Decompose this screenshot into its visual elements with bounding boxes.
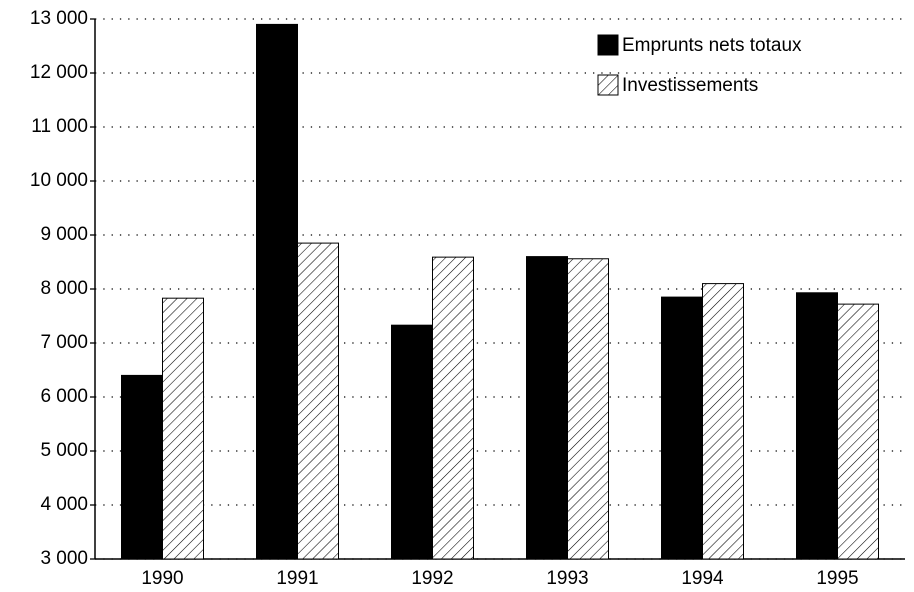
x-tick-label: 1995 [816, 568, 858, 589]
bar [121, 374, 163, 560]
bar [837, 303, 879, 560]
bar [391, 324, 433, 560]
legend-swatch [597, 34, 619, 56]
y-tick-label: 13 000 [30, 8, 88, 29]
y-tick-label: 9 000 [40, 224, 88, 245]
bar [256, 23, 298, 560]
legend-label: Emprunts nets totaux [622, 35, 802, 56]
bar [702, 283, 744, 560]
x-tick-label: 1991 [276, 568, 318, 589]
x-tick-label: 1994 [681, 568, 724, 589]
y-tick-label: 7 000 [40, 332, 88, 353]
y-tick-label: 5 000 [40, 440, 88, 461]
y-tick-label: 11 000 [31, 116, 88, 137]
y-tick-label: 10 000 [30, 170, 88, 191]
y-tick-label: 8 000 [40, 278, 88, 299]
y-tick-label: 12 000 [30, 62, 88, 83]
bar [432, 256, 474, 560]
bar [796, 292, 838, 560]
y-tick-label: 3 000 [40, 548, 88, 569]
bar [567, 258, 609, 560]
legend-label: Investissements [622, 75, 758, 96]
y-tick-label: 6 000 [40, 386, 88, 407]
bar [162, 297, 204, 560]
bar [661, 296, 703, 560]
y-tick-label: 4 000 [40, 494, 88, 515]
legend-swatch [597, 74, 619, 96]
bar [526, 256, 568, 560]
bar [297, 242, 339, 560]
x-tick-label: 1992 [411, 568, 453, 589]
x-tick-label: 1993 [546, 568, 588, 589]
x-tick-label: 1990 [141, 568, 183, 589]
